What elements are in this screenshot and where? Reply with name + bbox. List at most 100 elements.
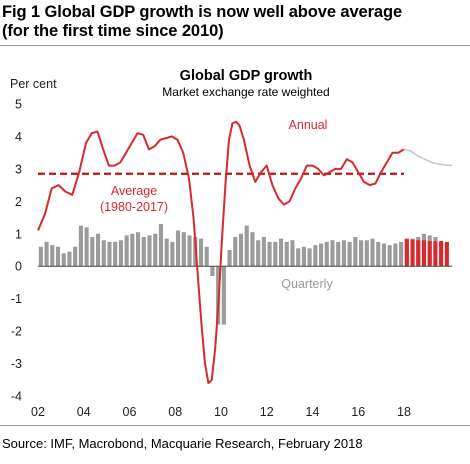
quarterly-bar — [256, 240, 261, 267]
x-tick-label: 18 — [397, 405, 411, 419]
figure-title-line-2: (for the first time since 2010) — [2, 22, 224, 40]
y-tick-label: -2 — [11, 325, 22, 339]
annual-forecast-line — [403, 148, 453, 167]
quarterly-bar — [50, 245, 55, 267]
quarterly-bar — [296, 248, 301, 267]
quarterly-bar — [176, 230, 181, 267]
quarterly-forecast-bar — [439, 240, 444, 267]
quarterly-bar — [261, 237, 266, 267]
figure-title-line-1: Fig 1 Global GDP growth is now well abov… — [2, 3, 403, 21]
y-tick-label: -1 — [11, 292, 22, 306]
quarterly-bar — [187, 235, 192, 267]
quarterly-bar — [313, 245, 318, 267]
figure-title: Fig 1 Global GDP growth is now well abov… — [2, 3, 468, 41]
quarterly-bar — [233, 237, 238, 267]
quarterly-bar — [376, 241, 381, 267]
quarterly-bar — [38, 246, 43, 267]
quarterly-bar — [181, 232, 186, 267]
quarterly-bar — [210, 266, 215, 276]
quarterly-bar — [278, 238, 284, 267]
y-tick-label: 3 — [15, 162, 22, 176]
gdp-growth-chart: Global GDP growth Market exchange rate w… — [10, 68, 453, 419]
x-axis-ticks: 02 04 06 08 10 12 14 16 18 — [31, 405, 411, 419]
x-tick-label: 14 — [306, 405, 320, 419]
quarterly-forecast-bar — [404, 238, 409, 267]
quarterly-bar — [90, 237, 95, 267]
quarterly-bar — [67, 251, 72, 267]
x-tick-label: 02 — [31, 405, 45, 419]
quarterly-bar — [353, 237, 358, 267]
quarterly-bar — [113, 241, 118, 267]
quarterly-forecast-bars — [404, 238, 449, 267]
quarterly-forecast-bar — [416, 240, 421, 267]
quarterly-bar — [198, 238, 204, 267]
quarterly-forecast-bar — [410, 239, 415, 267]
quarterly-annotation: Quarterly — [281, 277, 333, 291]
y-tick-label: 0 — [15, 260, 22, 274]
quarterly-bar — [44, 241, 49, 267]
quarterly-bar — [238, 233, 244, 267]
quarterly-bar — [61, 253, 66, 267]
quarterly-bar — [130, 233, 135, 267]
quarterly-bar — [73, 246, 78, 267]
quarterly-bar — [387, 245, 392, 267]
average-annotation-line-1: Average — [111, 184, 157, 198]
quarterly-bar — [170, 241, 175, 267]
x-tick-label: 04 — [77, 405, 91, 419]
y-axis-label: Per cent — [10, 77, 57, 91]
quarterly-bar — [84, 227, 89, 267]
x-tick-label: 06 — [123, 405, 137, 419]
average-annotation-line-2: (1980-2017) — [100, 200, 168, 214]
y-tick-label: 2 — [15, 195, 22, 209]
quarterly-bar — [273, 241, 278, 267]
quarterly-bar — [284, 241, 289, 267]
quarterly-bar — [158, 224, 164, 267]
quarterly-bar — [107, 241, 112, 267]
x-tick-label: 10 — [214, 405, 228, 419]
quarterly-bar — [250, 232, 255, 267]
y-tick-label: 5 — [15, 98, 22, 112]
chart-title: Global GDP growth — [180, 68, 313, 84]
quarterly-bar — [330, 240, 335, 267]
quarterly-forecast-bar — [444, 241, 449, 267]
quarterly-bar — [118, 240, 123, 267]
bottom-divider — [0, 425, 470, 426]
y-tick-label: -3 — [11, 357, 22, 371]
quarterly-bars — [38, 224, 438, 325]
source-note: Source: IMF, Macrobond, Macquarie Resear… — [2, 436, 363, 451]
quarterly-forecast-bar — [427, 240, 432, 267]
x-tick-label: 16 — [351, 405, 365, 419]
x-tick-label: 08 — [168, 405, 182, 419]
quarterly-bar — [381, 243, 387, 267]
quarterly-bar — [55, 246, 61, 267]
top-divider — [0, 45, 470, 46]
quarterly-bar — [101, 240, 106, 267]
quarterly-bar — [341, 240, 346, 267]
quarterly-bar — [318, 243, 324, 267]
quarterly-bar — [393, 243, 398, 267]
quarterly-bar — [124, 235, 129, 267]
quarterly-forecast-bar — [421, 240, 427, 267]
quarterly-bar — [136, 232, 141, 267]
y-tick-label: 1 — [15, 227, 22, 241]
quarterly-bar — [244, 225, 249, 267]
quarterly-bar — [153, 233, 158, 267]
quarterly-bar — [95, 233, 101, 267]
quarterly-bar — [78, 225, 83, 267]
annual-line — [37, 120, 405, 384]
quarterly-bar — [227, 250, 232, 267]
chart-subtitle: Market exchange rate weighted — [162, 85, 329, 99]
quarterly-bar — [347, 241, 352, 267]
quarterly-bar — [141, 237, 146, 267]
quarterly-bar — [399, 241, 404, 267]
quarterly-bar — [307, 248, 312, 267]
quarterly-bar — [290, 240, 295, 267]
quarterly-bar — [324, 241, 329, 267]
quarterly-bar — [364, 240, 369, 267]
y-tick-label: -4 — [11, 390, 22, 404]
x-tick-label: 12 — [260, 405, 274, 419]
quarterly-bar — [164, 238, 169, 267]
y-axis-ticks: -4 -3 -2 -1 0 1 2 3 4 5 — [11, 98, 22, 404]
quarterly-bar — [370, 238, 375, 267]
quarterly-bar — [301, 246, 306, 267]
